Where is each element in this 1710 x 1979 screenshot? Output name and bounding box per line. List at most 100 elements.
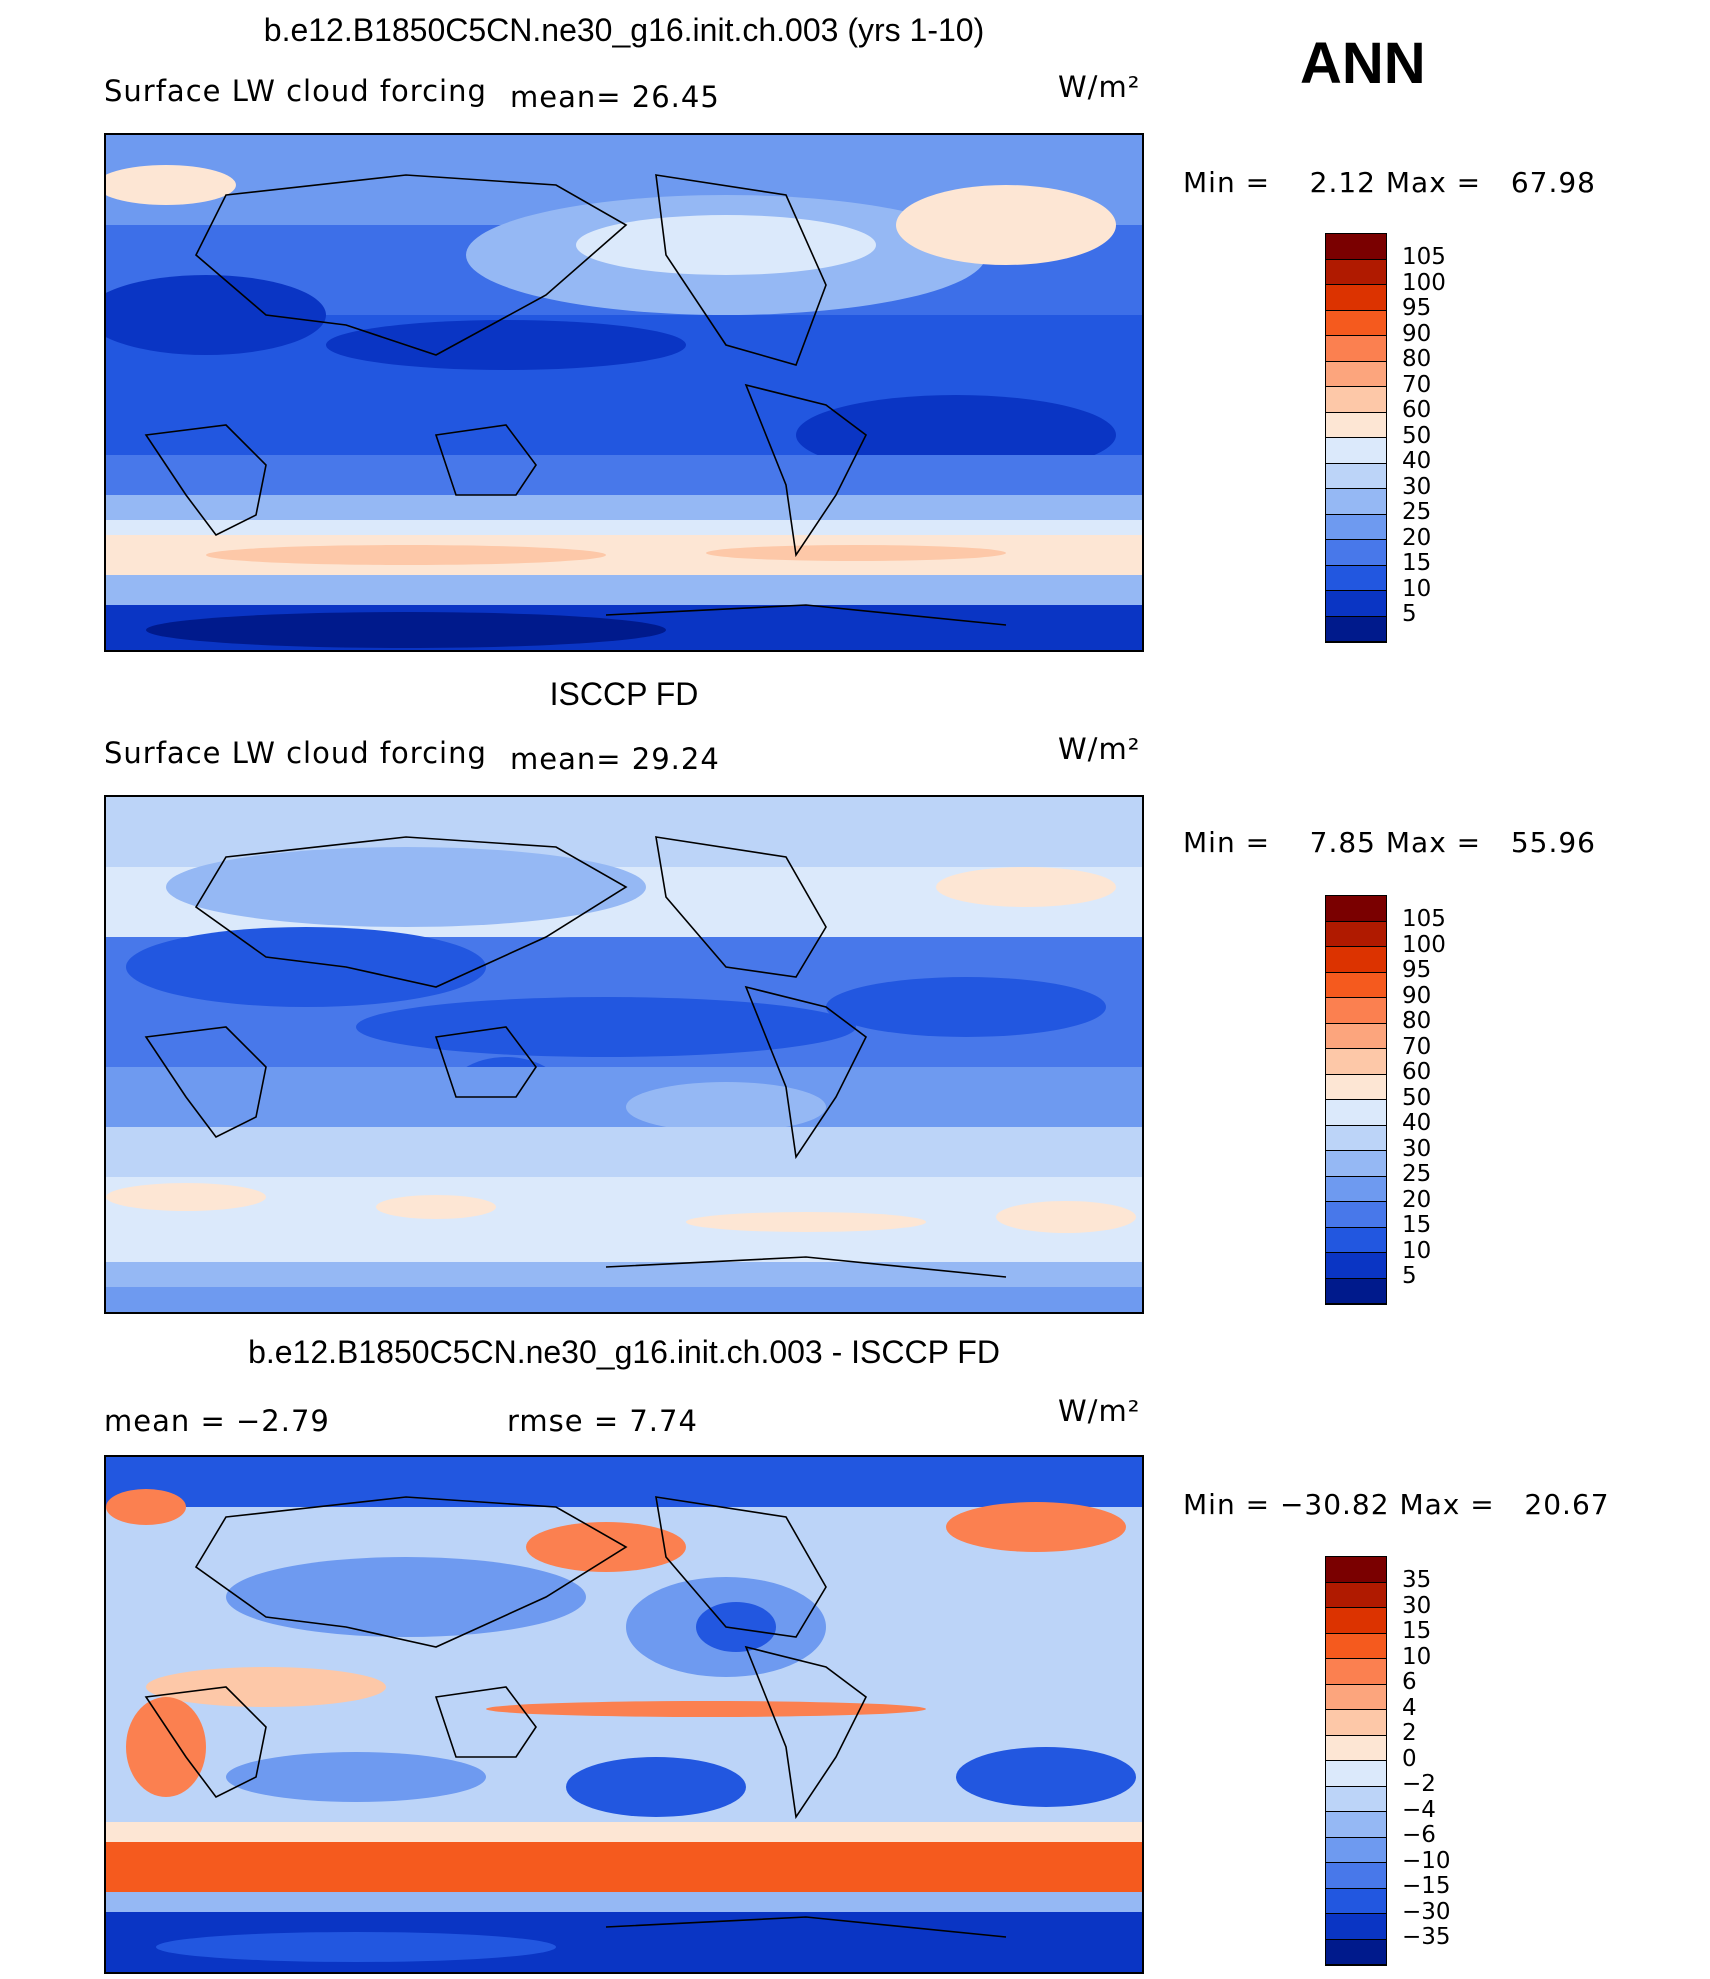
colorbar-tick-label: −15 bbox=[1402, 1873, 1451, 1899]
colorbar-tick-label: 30 bbox=[1402, 1592, 1432, 1619]
colorbar-swatch bbox=[1326, 921, 1386, 947]
colorbar-tick-label: 5 bbox=[1402, 1263, 1417, 1289]
colorbar-tick-label: 10 bbox=[1402, 575, 1432, 602]
season-label: ANN bbox=[1300, 31, 1426, 96]
colorbar-swatch bbox=[1326, 947, 1386, 973]
colorbar-tick-label: 0 bbox=[1402, 1745, 1417, 1772]
colorbar-swatch bbox=[1326, 972, 1386, 998]
colorbar-swatch bbox=[1326, 1176, 1386, 1202]
colorbar-tick-label: −30 bbox=[1402, 1898, 1451, 1925]
panel2-field-label: Surface LW cloud forcing bbox=[104, 736, 487, 770]
colorbar-swatch bbox=[1326, 1786, 1386, 1812]
colorbar-swatch bbox=[1326, 1074, 1386, 1100]
colorbar-swatch bbox=[1326, 310, 1386, 336]
colorbar-tick-label: 40 bbox=[1402, 1110, 1432, 1136]
colorbar-swatch bbox=[1326, 438, 1386, 464]
coastline-outline bbox=[144, 1496, 1007, 1938]
colorbar-tick-label: 100 bbox=[1402, 931, 1446, 958]
colorbar-swatch bbox=[1326, 463, 1386, 489]
colorbar-swatch bbox=[1326, 1227, 1386, 1253]
colorbar-tick-label: 80 bbox=[1402, 346, 1432, 372]
colorbar-swatch bbox=[1326, 1125, 1386, 1151]
panel2-minmax: Min = 7.85 Max = 55.96 bbox=[1183, 826, 1596, 859]
colorbar-swatch bbox=[1326, 285, 1386, 311]
colorbar-tick-label: 70 bbox=[1402, 371, 1432, 398]
colorbar-tick-label: −2 bbox=[1402, 1771, 1436, 1797]
panel3-minmax: Min = −30.82 Max = 20.67 bbox=[1183, 1488, 1610, 1521]
colorbar-swatch bbox=[1326, 1837, 1386, 1863]
colorbar-swatch bbox=[1326, 1608, 1386, 1634]
colorbar-swatch bbox=[1326, 412, 1386, 438]
colorbar-swatch bbox=[1326, 259, 1386, 285]
colorbar-tick-label: 10 bbox=[1402, 1643, 1432, 1670]
colorbar-swatch bbox=[1326, 387, 1386, 413]
panel1-field-label: Surface LW cloud forcing bbox=[104, 74, 487, 108]
colorbar-tick-label: −4 bbox=[1402, 1796, 1436, 1823]
colorbar-swatch bbox=[1326, 1253, 1386, 1279]
colorbar-tick-label: 30 bbox=[1402, 1135, 1432, 1162]
coastline-outline bbox=[144, 174, 1007, 626]
colorbar-swatch bbox=[1326, 1151, 1386, 1177]
colorbar-tick-label: 15 bbox=[1402, 1618, 1432, 1644]
panel3-title: b.e12.B1850C5CN.ne30_g16.init.ch.003 - I… bbox=[248, 1334, 1000, 1370]
colorbar-tick-label: 95 bbox=[1402, 295, 1432, 321]
difference-map bbox=[104, 1455, 1144, 1974]
colorbar-swatch bbox=[1326, 998, 1386, 1024]
model-field-map bbox=[104, 133, 1144, 652]
panel3-mean: mean = −2.79 bbox=[104, 1404, 330, 1438]
colorbar-tick-label: 95 bbox=[1402, 957, 1432, 983]
colorbar-swatch bbox=[1326, 1710, 1386, 1736]
colorbar-swatch bbox=[1326, 896, 1386, 922]
colorbar-tick-label: 5 bbox=[1402, 601, 1417, 627]
colorbar-tick-label: 30 bbox=[1402, 473, 1432, 500]
coastline-outline bbox=[144, 836, 1007, 1278]
colorbar-tick-label: 2 bbox=[1402, 1720, 1417, 1746]
colorbar-swatch bbox=[1326, 591, 1386, 617]
colorbar-tick-label: 100 bbox=[1402, 269, 1446, 296]
colorbar-swatch bbox=[1326, 1557, 1386, 1583]
panel1-units: W/m² bbox=[1058, 70, 1141, 104]
colorbar-swatch bbox=[1326, 616, 1386, 642]
colorbar-tick-label: 20 bbox=[1402, 1186, 1432, 1213]
colorbar-swatch bbox=[1326, 540, 1386, 566]
colorbar-tick-label: 50 bbox=[1402, 422, 1432, 449]
colorbar-swatch bbox=[1326, 1863, 1386, 1889]
colorbar-tick-label: −35 bbox=[1402, 1924, 1451, 1950]
colorbar-tick-label: −6 bbox=[1402, 1822, 1436, 1848]
colorbar-swatch bbox=[1326, 489, 1386, 515]
colorbar-swatch bbox=[1326, 1023, 1386, 1049]
colorbar-tick-label: 80 bbox=[1402, 1008, 1432, 1034]
colorbar-tick-label: 105 bbox=[1402, 244, 1446, 270]
colorbar-tick-label: 4 bbox=[1402, 1694, 1417, 1721]
colorbar-swatch bbox=[1326, 361, 1386, 387]
panel3-rmse: rmse = 7.74 bbox=[507, 1404, 698, 1438]
isccp-colorbar bbox=[1325, 895, 1387, 1305]
panel2-units: W/m² bbox=[1058, 732, 1141, 766]
colorbar-swatch bbox=[1326, 1582, 1386, 1608]
colorbar-tick-label: 90 bbox=[1402, 320, 1432, 347]
panel2-title: ISCCP FD bbox=[549, 676, 699, 712]
colorbar-swatch bbox=[1326, 1939, 1386, 1965]
colorbar-swatch bbox=[1326, 1735, 1386, 1761]
colorbar-swatch bbox=[1326, 1202, 1386, 1228]
colorbar-tick-label: 15 bbox=[1402, 550, 1432, 576]
colorbar-swatch bbox=[1326, 514, 1386, 540]
colorbar-swatch bbox=[1326, 1812, 1386, 1838]
colorbar-swatch bbox=[1326, 1888, 1386, 1914]
colorbar-swatch bbox=[1326, 1684, 1386, 1710]
colorbar-tick-label: 15 bbox=[1402, 1212, 1432, 1238]
panel1-mean: mean= 26.45 bbox=[510, 80, 720, 114]
colorbar-tick-label: 90 bbox=[1402, 982, 1432, 1009]
panel3-units: W/m² bbox=[1058, 1394, 1141, 1428]
isccp-field-map bbox=[104, 795, 1144, 1314]
colorbar-tick-label: 25 bbox=[1402, 1161, 1432, 1187]
colorbar-swatch bbox=[1326, 1659, 1386, 1685]
colorbar-tick-label: 60 bbox=[1402, 397, 1432, 423]
colorbar-tick-label: 50 bbox=[1402, 1084, 1432, 1111]
colorbar-swatch bbox=[1326, 1633, 1386, 1659]
colorbar-swatch bbox=[1326, 1761, 1386, 1787]
colorbar-swatch bbox=[1326, 1278, 1386, 1304]
colorbar-swatch bbox=[1326, 1049, 1386, 1075]
colorbar-swatch bbox=[1326, 1914, 1386, 1940]
colorbar-tick-label: 40 bbox=[1402, 448, 1432, 474]
